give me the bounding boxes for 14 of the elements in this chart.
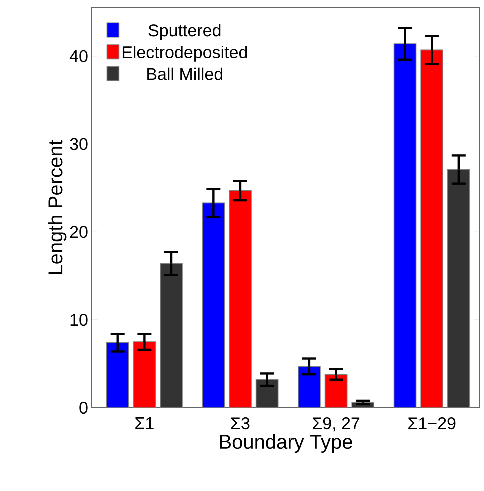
- y-tick-label: 40: [70, 50, 88, 62]
- legend-label: Ball Milled: [148, 68, 223, 80]
- x-tick-label: Σ9, 27: [313, 418, 360, 432]
- x-tick-label: Σ1−29: [408, 418, 456, 430]
- legend-label: Sputtered: [148, 24, 221, 40]
- y-tick-label: 30: [70, 138, 88, 150]
- legend-label: Electrodeposited: [122, 46, 248, 62]
- x-axis-title: Boundary Type: [220, 434, 352, 454]
- y-tick-label: 0: [80, 402, 88, 414]
- y-tick-label: 10: [70, 314, 88, 326]
- y-tick-label: 20: [70, 226, 88, 238]
- x-tick-label: Σ1: [136, 418, 154, 430]
- y-axis-title: Length Percent: [48, 140, 67, 274]
- x-tick-label: Σ3: [231, 418, 250, 430]
